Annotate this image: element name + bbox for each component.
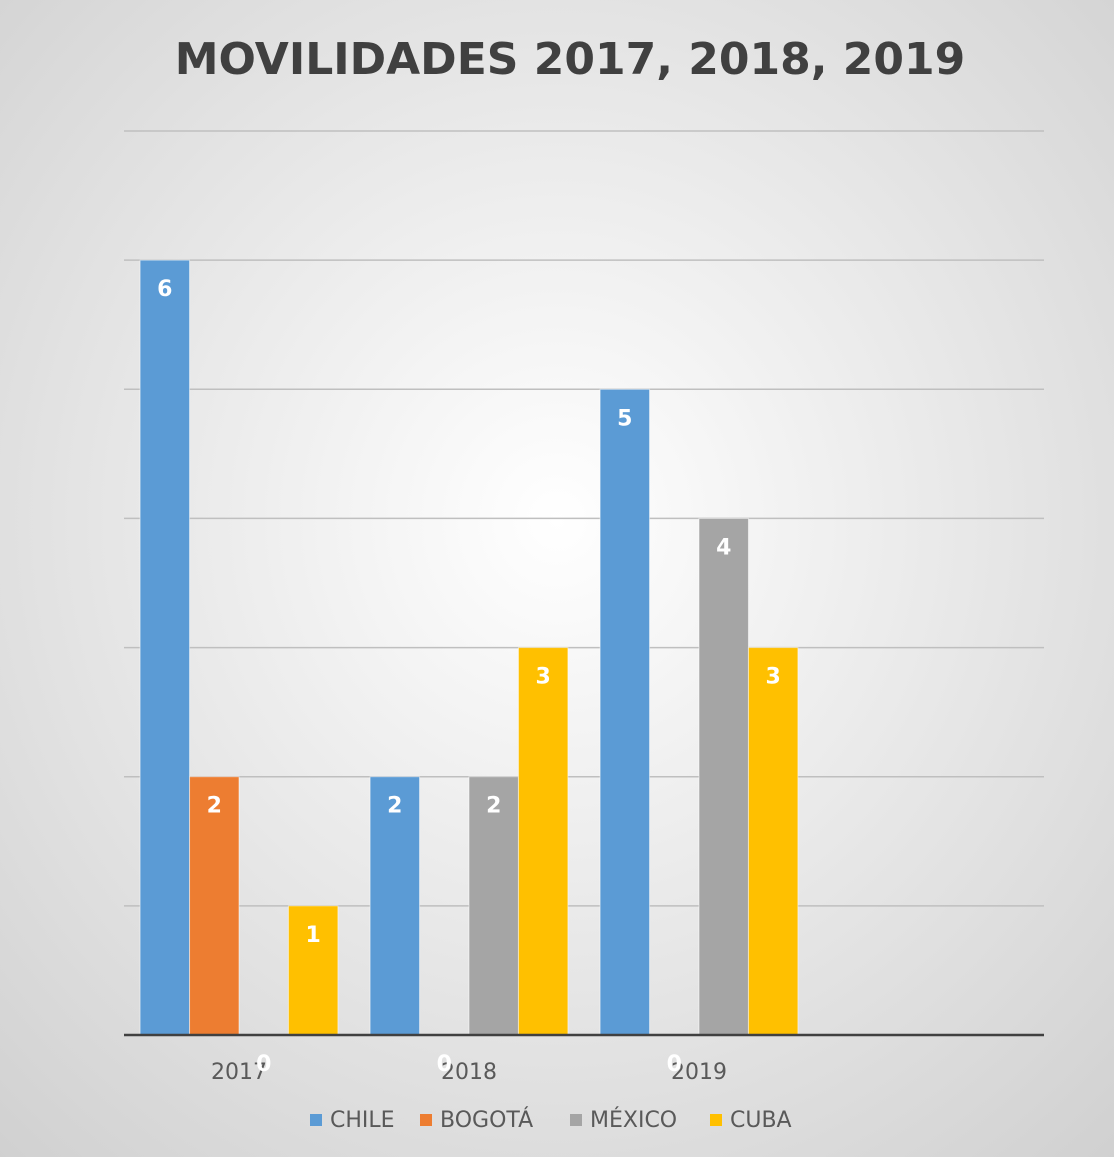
legend-label: BOGOTÁ bbox=[440, 1107, 533, 1133]
bar bbox=[698, 517, 749, 1036]
x-tick-label: 2018 bbox=[441, 1060, 497, 1085]
x-tick-label: 2019 bbox=[671, 1060, 727, 1085]
data-label: 2 bbox=[207, 794, 222, 819]
data-label: 6 bbox=[157, 277, 172, 302]
legend-label: CUBA bbox=[730, 1108, 792, 1133]
bar bbox=[189, 776, 240, 1036]
chart-title: MOVILIDADES 2017, 2018, 2019 bbox=[175, 34, 965, 85]
bar bbox=[599, 388, 651, 1036]
data-label: 1 bbox=[306, 923, 321, 948]
bar bbox=[369, 776, 421, 1036]
legend-swatch bbox=[570, 1114, 582, 1126]
data-label: 4 bbox=[716, 535, 731, 560]
bar bbox=[517, 647, 569, 1036]
data-label: 5 bbox=[617, 406, 632, 431]
data-label: 0 bbox=[667, 1052, 682, 1077]
data-label: 0 bbox=[437, 1052, 452, 1077]
bar bbox=[139, 259, 191, 1036]
data-label: 0 bbox=[256, 1052, 271, 1077]
legend-swatch bbox=[420, 1114, 432, 1126]
data-label: 3 bbox=[766, 665, 781, 690]
data-label: 2 bbox=[387, 794, 402, 819]
x-tick-label: 2017 bbox=[211, 1060, 267, 1085]
bar bbox=[747, 647, 799, 1036]
legend-label: MÉXICO bbox=[590, 1107, 677, 1133]
legend-swatch bbox=[710, 1114, 722, 1126]
legend-swatch bbox=[310, 1114, 322, 1126]
data-label: 3 bbox=[536, 665, 551, 690]
data-label: 2 bbox=[486, 794, 501, 819]
legend-label: CHILE bbox=[330, 1108, 395, 1133]
bar bbox=[287, 905, 339, 1036]
